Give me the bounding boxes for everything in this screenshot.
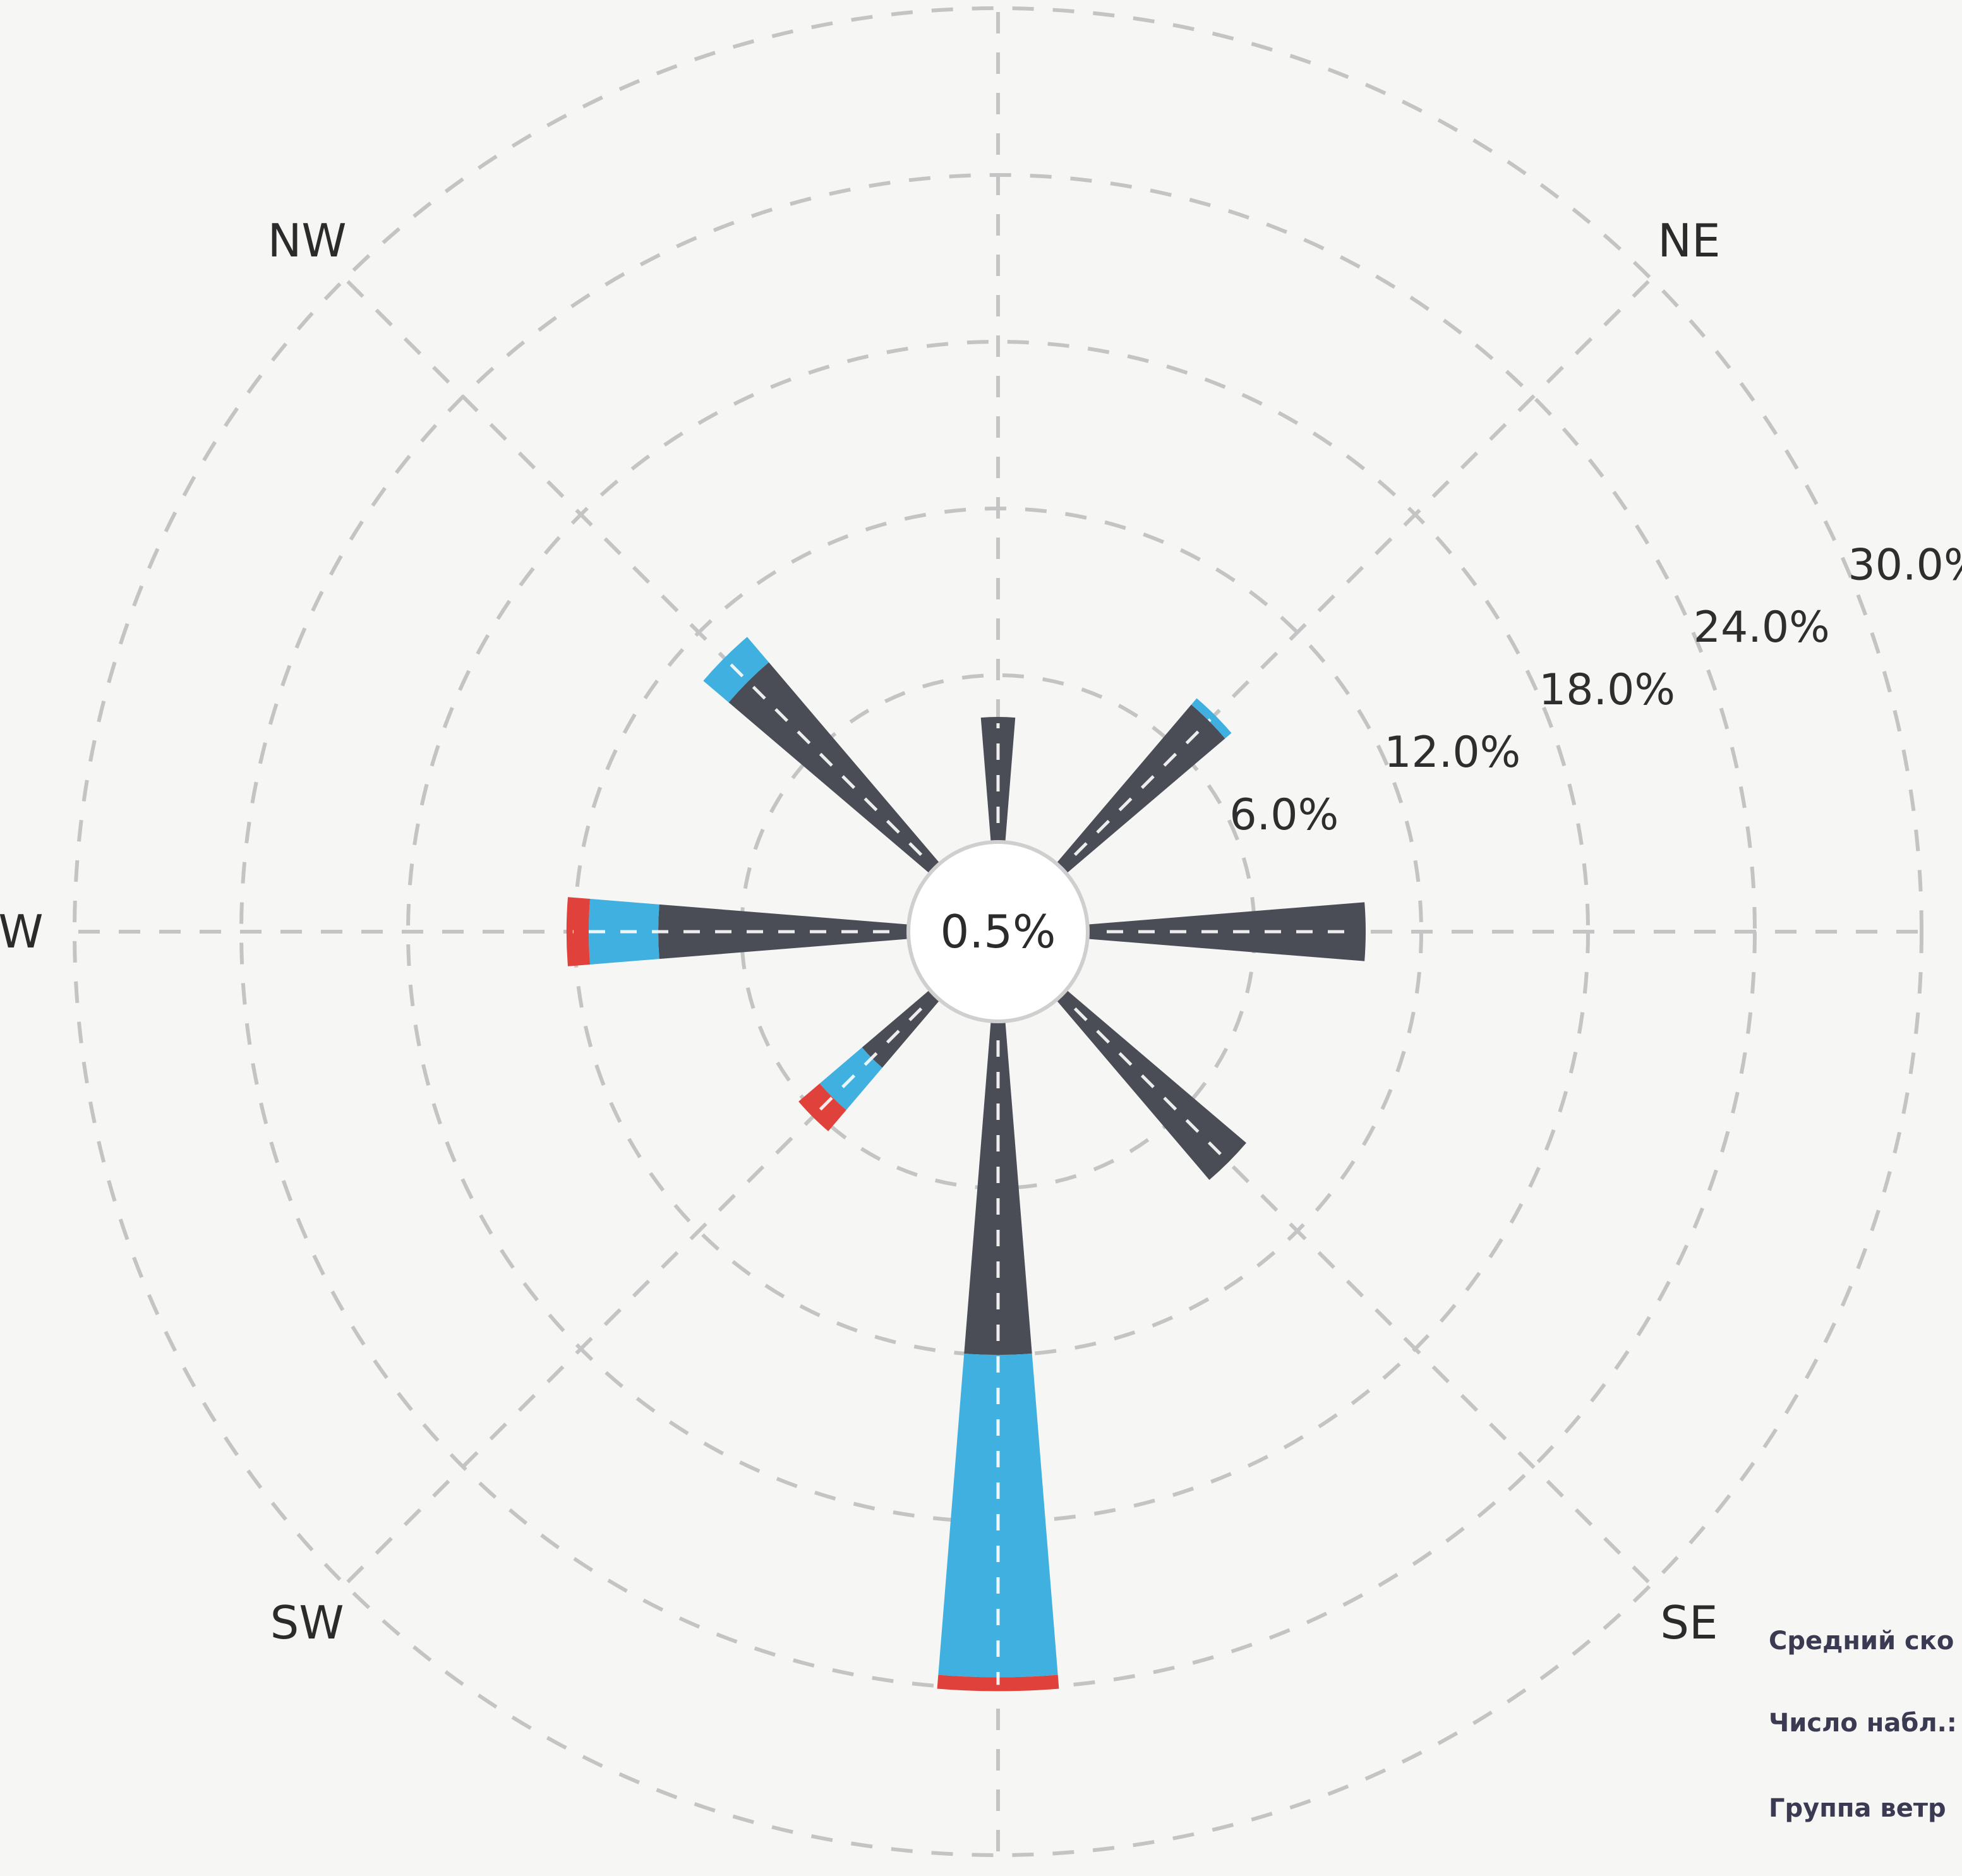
calm-circle [906,840,1090,1023]
petal-w-segment-3 [566,897,591,966]
mean-speed-label: Средний ско [1769,1626,1954,1656]
direction-label-sw: SW [270,1596,344,1649]
ring-label-5: 30.0% [1848,540,1962,590]
direction-label-w: W [0,905,44,958]
petal-ne-segment-2 [1191,698,1232,739]
petal-e-segment-1 [1087,902,1366,961]
petal-s-segment-1 [964,1021,1032,1355]
ring-label-4: 24.0% [1694,603,1830,652]
petal-nw-centerline [727,661,923,857]
wind-group-label: Группа ветр [1769,1794,1946,1823]
observations-label: Число набл.: [1769,1709,1957,1738]
petal-sw-centerline [815,1007,923,1114]
ring-label-1: 6.0% [1229,790,1339,840]
direction-label-ne: NE [1658,214,1720,267]
calm-percent-label: 0.5% [941,905,1056,958]
ring-label-3: 18.0% [1539,665,1675,715]
direction-label-se: SE [1660,1596,1718,1649]
petal-se-centerline [1073,1007,1225,1159]
petal-ne-centerline [1073,718,1212,857]
ring-label-2: 12.0% [1384,728,1520,778]
direction-label-e: E [1961,905,1962,958]
wind-petals [566,637,1366,1692]
grid-ring-5 [73,6,1923,1857]
direction-label-nw: NW [268,214,347,267]
calm-center: 0.5% [906,840,1090,1023]
